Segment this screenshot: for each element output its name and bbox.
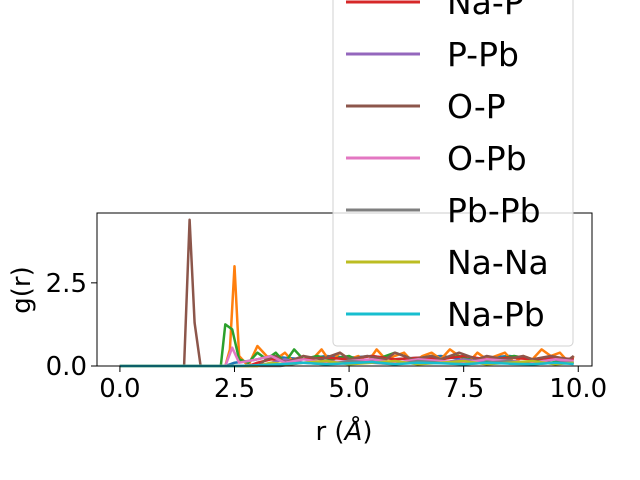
legend-label-na-p: Na-P: [447, 0, 524, 22]
legend-label-p-pb: P-Pb: [447, 35, 519, 74]
x-tick-label: 0.0: [99, 374, 140, 404]
legend-label-o-p: O-P: [447, 87, 506, 126]
legend: Na-P P-Pb O-P O-Pb Pb-Pb Na-Na Na-Pb: [332, 0, 574, 347]
series-line-o-p: [119, 218, 575, 368]
legend-label-na-pb: Na-Pb: [447, 295, 545, 334]
x-tick-label: 10.0: [549, 374, 607, 404]
legend-box: [332, 0, 574, 347]
legend-label-pb-pb: Pb-Pb: [447, 191, 541, 230]
x-tick-label: 7.5: [443, 374, 484, 404]
legend-entries: Na-P P-Pb O-P O-Pb Pb-Pb Na-Na Na-Pb: [346, 0, 549, 334]
x-axis-ticks: 0.0 2.5 5.0 7.5 10.0: [99, 366, 607, 404]
y-axis-label: g(r): [7, 266, 37, 313]
x-tick-label: 5.0: [328, 374, 369, 404]
y-axis-ticks: 0.0 2.5: [46, 269, 97, 382]
x-axis-label: r (Å): [315, 415, 372, 447]
legend-label-na-na: Na-Na: [447, 243, 549, 282]
y-tick-label: 2.5: [46, 269, 87, 299]
legend-label-o-pb: O-Pb: [447, 139, 527, 178]
y-tick-label: 0.0: [46, 352, 87, 382]
x-tick-label: 2.5: [214, 374, 255, 404]
